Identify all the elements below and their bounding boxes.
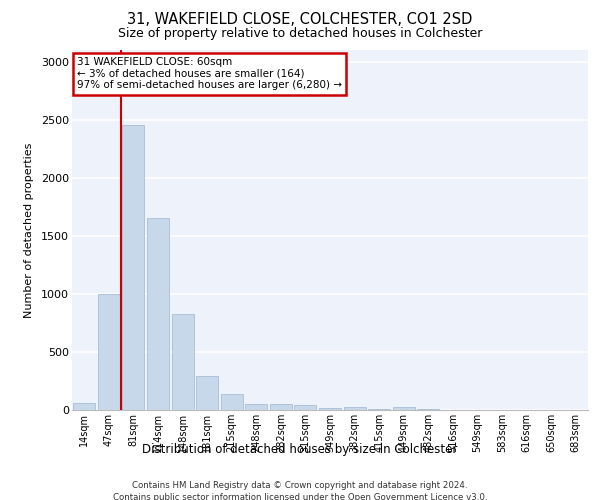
Text: 31 WAKEFIELD CLOSE: 60sqm
← 3% of detached houses are smaller (164)
97% of semi-: 31 WAKEFIELD CLOSE: 60sqm ← 3% of detach… bbox=[77, 57, 342, 90]
Bar bbox=[98, 294, 120, 410]
Bar bbox=[221, 394, 243, 410]
Y-axis label: Number of detached properties: Number of detached properties bbox=[24, 142, 34, 318]
Bar bbox=[368, 409, 390, 410]
Bar bbox=[344, 406, 365, 410]
Text: Contains public sector information licensed under the Open Government Licence v3: Contains public sector information licen… bbox=[113, 492, 487, 500]
Bar bbox=[122, 126, 145, 410]
Bar bbox=[147, 218, 169, 410]
Bar bbox=[319, 408, 341, 410]
Bar bbox=[245, 404, 268, 410]
Text: 31, WAKEFIELD CLOSE, COLCHESTER, CO1 2SD: 31, WAKEFIELD CLOSE, COLCHESTER, CO1 2SD bbox=[127, 12, 473, 28]
Bar bbox=[295, 405, 316, 410]
Bar bbox=[172, 314, 194, 410]
Text: Size of property relative to detached houses in Colchester: Size of property relative to detached ho… bbox=[118, 28, 482, 40]
Text: Contains HM Land Registry data © Crown copyright and database right 2024.: Contains HM Land Registry data © Crown c… bbox=[132, 481, 468, 490]
Text: Distribution of detached houses by size in Colchester: Distribution of detached houses by size … bbox=[142, 442, 458, 456]
Bar bbox=[392, 406, 415, 410]
Bar bbox=[196, 376, 218, 410]
Bar bbox=[270, 404, 292, 410]
Bar bbox=[73, 403, 95, 410]
